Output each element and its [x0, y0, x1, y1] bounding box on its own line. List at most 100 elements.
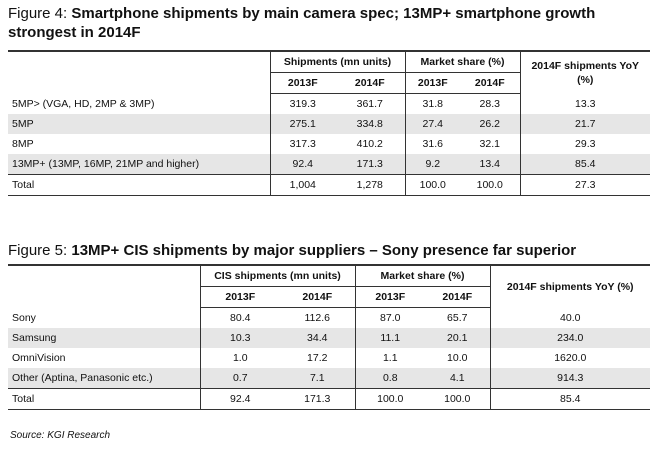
table-row: 13MP+ (13MP, 16MP, 21MP and higher) 92.4 1… [8, 154, 650, 175]
group-header: 2014F shipments YoY (%) [519, 51, 650, 94]
figure-label: Figure 4: [8, 5, 68, 22]
year-header: 2014F [460, 72, 520, 94]
row-label: 5MP [8, 114, 270, 134]
data-table: Shipments (mn units) Market share (%) 2014… [8, 50, 650, 196]
year-header: 2014F [335, 72, 405, 94]
cell: 100.0 [425, 388, 490, 410]
cell: 7.1 [280, 368, 355, 389]
row-label: Samsung [8, 328, 200, 348]
cell: 0.8 [354, 368, 425, 389]
group-header: Market share (%) [354, 265, 490, 287]
cell: 92.4 [269, 154, 335, 175]
cell: 410.2 [356, 138, 383, 150]
cell: 275.1 [269, 114, 335, 134]
cell: 31.6 [404, 134, 460, 154]
cell: 1,004 [269, 174, 335, 196]
table-row: OmniVision 1.0 17.2 1.1 10.0 1620.0 [8, 348, 650, 368]
cell: 27.4 [404, 114, 460, 134]
source-note: Source: KGI Research [10, 430, 111, 441]
header-row: 2013F 2014F 2013F 2014F [8, 72, 650, 94]
cell: 112.6 [304, 312, 331, 324]
row-label: 13MP+ (13MP, 16MP, 21MP and higher) [8, 154, 270, 175]
cell: 171.3 [280, 388, 355, 410]
year-header: 2013F [404, 72, 460, 94]
group-header: Shipments (mn units) [269, 51, 405, 73]
table-row: 8MP 317.3 410.2 31.6 32.1 29.3 [8, 134, 650, 154]
table-row: Other (Aptina, Panasonic etc.) 0.7 7.1 0.8 4… [8, 368, 650, 389]
cell: 85.4 [489, 388, 650, 410]
cell: 13.4 [460, 154, 520, 175]
cell: 4.1 [425, 368, 490, 389]
year-header: 2014F [425, 286, 490, 308]
cell: 40.0 [489, 307, 650, 328]
group-header: 2014F shipments YoY (%) [489, 265, 650, 308]
cell: 1.0 [199, 348, 280, 368]
cell: 87.0 [354, 307, 425, 328]
row-label: 8MP [12, 138, 34, 150]
figure-title: Figure 4: Smartphone shipments by main c… [8, 4, 650, 42]
group-header: Market share (%) [404, 51, 520, 73]
cell: 85.4 [519, 154, 650, 175]
cell: 65.7 [447, 312, 468, 324]
group-header: CIS shipments (mn units) [199, 265, 355, 287]
row-label: 5MP> (VGA, HD, 2MP & 3MP) [12, 97, 155, 110]
table-row: Sony 80.4 112.6 87.0 65.7 40.0 [8, 307, 650, 328]
table-row: 5MP 275.1 334.8 27.4 26.2 21.7 [8, 114, 650, 134]
cell: 21.7 [519, 114, 650, 134]
cell: 319.3 [269, 93, 335, 114]
figure-heading: Smartphone shipments by main camera spec… [8, 5, 596, 41]
figure-4: Figure 4: Smartphone shipments by main c… [8, 4, 650, 196]
cell: 32.1 [479, 138, 500, 150]
table-body: 5MP> (VGA, HD, 2MP & 3MP) 319.3 361.7 31.8 2… [8, 93, 650, 196]
cell: 11.1 [354, 328, 425, 348]
figure-5: Figure 5: 13MP+ CIS shipments by major s… [8, 241, 650, 410]
table-row: Total 1,004 1,278 100.0 100.0 27.3 [8, 174, 650, 196]
header-row: Shipments (mn units) Market share (%) 2014… [8, 51, 650, 94]
figure-title: Figure 5: 13MP+ CIS shipments by major s… [8, 241, 650, 260]
row-label: Total [8, 174, 270, 196]
header-cell [8, 265, 200, 308]
cell: 100.0 [354, 388, 425, 410]
cell: 317.3 [269, 134, 335, 154]
figure-heading: 13MP+ CIS shipments by major suppliers –… [71, 242, 577, 259]
year-header: 2013F [354, 286, 425, 308]
cell: 1,278 [335, 174, 405, 196]
year-header: 2013F [199, 286, 280, 308]
cell: 361.7 [356, 98, 383, 110]
year-header: 2014F [280, 286, 355, 308]
header-row: CIS shipments (mn units) Market share (%)… [8, 265, 650, 308]
row-label: OmniVision [12, 352, 66, 364]
table-row: Samsung 10.3 34.4 11.1 20.1 234.0 [8, 328, 650, 348]
cell: 20.1 [425, 328, 490, 348]
cell: 234.0 [489, 328, 650, 348]
table-row: Total 92.4 171.3 100.0 100.0 85.4 [8, 388, 650, 410]
cell: 100.0 [404, 174, 460, 196]
row-label: Sony [12, 311, 36, 324]
cell: 10.3 [199, 328, 280, 348]
data-table: CIS shipments (mn units) Market share (%)… [8, 264, 650, 410]
cell: 1.1 [354, 348, 425, 368]
cell: 26.2 [460, 114, 520, 134]
cell: 17.2 [307, 352, 328, 364]
table-row: 5MP> (VGA, HD, 2MP & 3MP) 319.3 361.7 31.8 2… [8, 93, 650, 114]
cell: 171.3 [335, 154, 405, 175]
table-header: Shipments (mn units) Market share (%) 2014… [8, 51, 650, 94]
row-label: Total [8, 388, 200, 410]
cell: 914.3 [489, 368, 650, 389]
year-header: 2013F [269, 72, 335, 94]
cell: 28.3 [479, 98, 500, 110]
cell: 334.8 [335, 114, 405, 134]
cell: 9.2 [404, 154, 460, 175]
figure-label: Figure 5: [8, 242, 68, 259]
cell: 10.0 [447, 352, 468, 364]
cell: 29.3 [519, 134, 650, 154]
cell: 13.3 [519, 93, 650, 114]
table-body: Sony 80.4 112.6 87.0 65.7 40.0 Samsung 10.3 34.4… [8, 307, 650, 410]
cell: 27.3 [519, 174, 650, 196]
cell: 31.8 [404, 93, 460, 114]
cell: 92.4 [199, 388, 280, 410]
row-label: Other (Aptina, Panasonic etc.) [8, 368, 200, 389]
cell: 100.0 [460, 174, 520, 196]
cell: 1620.0 [489, 348, 650, 368]
